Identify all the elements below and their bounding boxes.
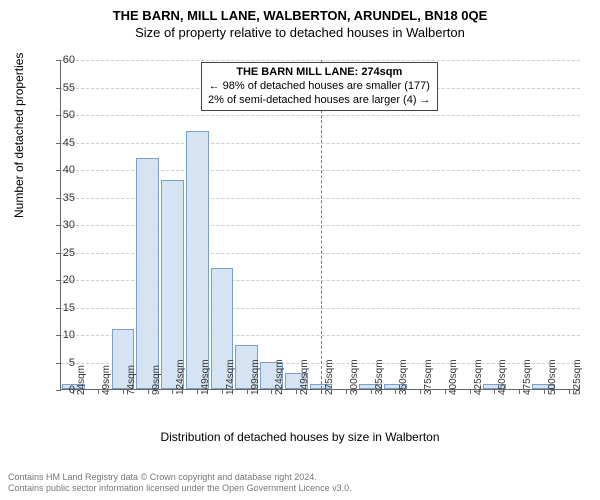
x-tick-mark	[296, 389, 297, 394]
x-tick-mark	[395, 389, 396, 394]
chart-subtitle: Size of property relative to detached ho…	[0, 23, 600, 40]
y-tick-label: 35	[45, 192, 75, 204]
footer-line1: Contains HM Land Registry data © Crown c…	[8, 472, 352, 483]
x-tick-mark	[197, 389, 198, 394]
x-tick-label: 450sqm	[497, 359, 508, 395]
x-tick-label: 475sqm	[522, 359, 533, 395]
y-axis-label: Number of detached properties	[12, 53, 26, 218]
x-tick-mark	[371, 389, 372, 394]
x-tick-label: 24sqm	[76, 365, 87, 395]
annotation-line3: 2% of semi-detached houses are larger (4…	[208, 94, 431, 108]
x-tick-label: 74sqm	[126, 365, 137, 395]
annotation-line2: ← 98% of detached houses are smaller (17…	[208, 80, 431, 94]
x-tick-label: 49sqm	[101, 365, 112, 395]
x-tick-mark	[321, 389, 322, 394]
y-tick-label: 45	[45, 137, 75, 149]
x-tick-label: 224sqm	[274, 359, 285, 395]
x-tick-mark	[247, 389, 248, 394]
x-tick-label: 325sqm	[374, 359, 385, 395]
y-tick-label: 50	[45, 109, 75, 121]
y-tick-label: 25	[45, 247, 75, 259]
x-tick-mark	[222, 389, 223, 394]
y-tick-label: 10	[45, 329, 75, 341]
chart-title: THE BARN, MILL LANE, WALBERTON, ARUNDEL,…	[0, 0, 600, 23]
y-tick-label: 30	[45, 219, 75, 231]
y-tick-label: 5	[45, 357, 75, 369]
x-tick-label: 199sqm	[250, 359, 261, 395]
x-tick-mark	[569, 389, 570, 394]
x-tick-mark	[420, 389, 421, 394]
x-axis-label: Distribution of detached houses by size …	[0, 430, 600, 444]
x-tick-label: 525sqm	[572, 359, 583, 395]
x-tick-label: 249sqm	[299, 359, 310, 395]
x-tick-label: 375sqm	[423, 359, 434, 395]
bar	[186, 131, 209, 390]
footer-line2: Contains public sector information licen…	[8, 483, 352, 494]
x-tick-mark	[271, 389, 272, 394]
y-tick-label: 55	[45, 82, 75, 94]
x-tick-label: 124sqm	[175, 359, 186, 395]
x-tick-mark	[148, 389, 149, 394]
x-tick-mark	[519, 389, 520, 394]
x-tick-mark	[346, 389, 347, 394]
x-tick-label: 350sqm	[398, 359, 409, 395]
x-tick-label: 400sqm	[448, 359, 459, 395]
x-tick-mark	[494, 389, 495, 394]
x-tick-mark	[544, 389, 545, 394]
annotation-box: THE BARN MILL LANE: 274sqm← 98% of detac…	[201, 62, 438, 111]
x-tick-mark	[123, 389, 124, 394]
x-tick-label: 300sqm	[349, 359, 360, 395]
y-tick-label: 15	[45, 302, 75, 314]
attribution-footer: Contains HM Land Registry data © Crown c…	[8, 472, 352, 495]
x-tick-label: 275sqm	[324, 359, 335, 395]
x-tick-mark	[470, 389, 471, 394]
y-tick-label: 40	[45, 164, 75, 176]
annotation-bold: THE BARN MILL LANE: 274sqm	[208, 66, 431, 80]
y-tick-label: 0	[45, 384, 75, 396]
x-tick-mark	[172, 389, 173, 394]
chart-area: Number of detached properties 24sqm49sqm…	[0, 48, 600, 448]
plot-area: 24sqm49sqm74sqm99sqm124sqm149sqm174sqm19…	[60, 60, 580, 390]
y-tick-label: 60	[45, 54, 75, 66]
bar	[161, 180, 184, 389]
x-tick-label: 99sqm	[151, 365, 162, 395]
x-tick-label: 425sqm	[473, 359, 484, 395]
x-tick-label: 500sqm	[547, 359, 558, 395]
y-tick-label: 20	[45, 274, 75, 286]
x-tick-label: 174sqm	[225, 359, 236, 395]
x-tick-mark	[98, 389, 99, 394]
x-tick-label: 149sqm	[200, 359, 211, 395]
x-tick-mark	[445, 389, 446, 394]
bar	[136, 158, 159, 389]
